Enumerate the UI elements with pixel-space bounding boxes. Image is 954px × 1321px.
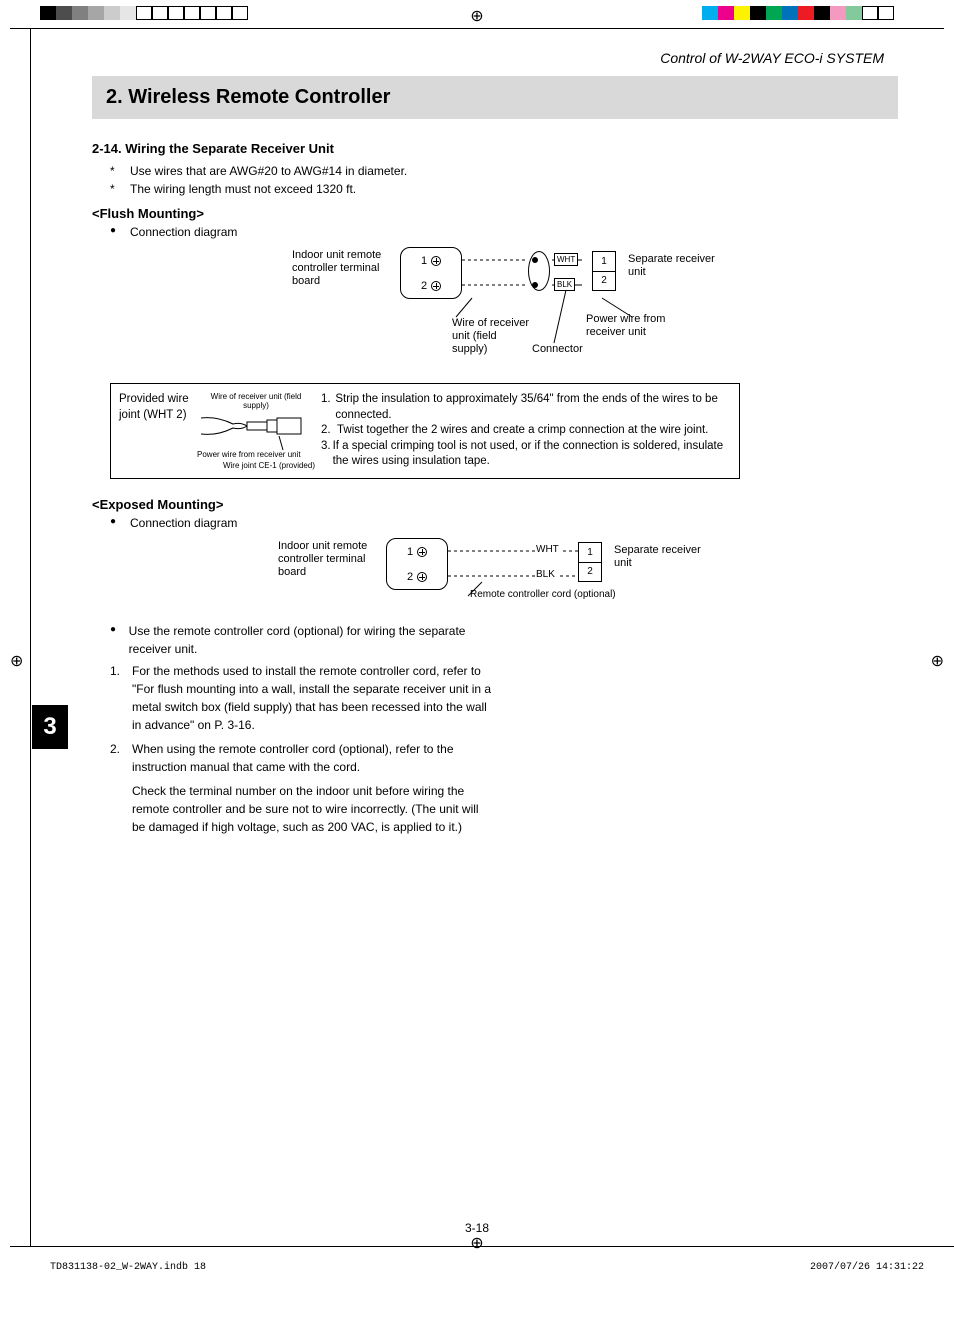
asterisk-icon: * [110, 182, 130, 196]
step-text: When using the remote controller cord (o… [132, 740, 492, 776]
star-list: *Use wires that are AWG#20 to AWG#14 in … [110, 164, 884, 196]
label-separate: Separate receiver unit [614, 544, 704, 570]
recv-terminal: 1 [593, 252, 615, 272]
list-item: Connection diagram [130, 225, 237, 239]
crop-line [30, 28, 31, 1247]
list-item: Connection diagram [130, 516, 237, 530]
color-bar-left [40, 6, 248, 20]
connector-dot-icon [532, 282, 538, 288]
bullet-icon: ● [110, 225, 130, 239]
footer-file: TD831138-02_W-2WAY.indb 18 [50, 1262, 206, 1273]
recv-terminal: 2 [579, 563, 601, 582]
joint-steps: 1.Strip the insulation to approximately … [321, 392, 731, 470]
step-num: 1. [321, 392, 335, 423]
step-num: 1. [110, 662, 132, 734]
subheading-exposed: <Exposed Mounting> [92, 497, 884, 512]
joint-lbl-mid: Power wire from receiver unit [197, 450, 315, 459]
footer-line [10, 1246, 954, 1247]
step-text: For the methods used to install the remo… [132, 662, 492, 734]
joint-lbl-bot: Wire joint CE-1 (provided) [197, 461, 315, 470]
step-num: 3. [321, 439, 333, 470]
wire-joint-box: Provided wire joint (WHT 2) Wire of rece… [110, 383, 740, 479]
asterisk-icon: * [110, 164, 130, 178]
wire-tag-blk: BLK [554, 278, 575, 291]
wire-tag-blk: BLK [536, 569, 555, 581]
flush-diagram: Indoor unit remote controller terminal b… [292, 243, 884, 373]
subheading-flush: <Flush Mounting> [92, 206, 884, 221]
joint-label: Provided wire joint (WHT 2) [119, 392, 191, 470]
section-title: 2-14. Wiring the Separate Receiver Unit [92, 141, 884, 156]
running-head: Control of W-2WAY ECO-i SYSTEM [92, 50, 884, 66]
title-band: 2. Wireless Remote Controller [92, 76, 898, 119]
step-num: 2. [110, 740, 132, 776]
numbered-list: 1.For the methods used to install the re… [110, 662, 884, 776]
page-number: 3-18 [465, 1221, 489, 1235]
wire-tag-wht: WHT [554, 253, 578, 266]
recv-terminal: 2 [593, 272, 615, 291]
step-text: Twist together the 2 wires and create a … [337, 423, 708, 439]
step-num: 2. [321, 423, 337, 439]
list-item: Use the remote controller cord (optional… [129, 622, 510, 658]
label-wire-recv: Wire of receiver unit (field supply) [452, 317, 532, 357]
bullet-icon: ● [110, 622, 129, 658]
connector-dot-icon [532, 257, 538, 263]
label-power-wire: Power wire from receiver unit [586, 313, 696, 339]
check-paragraph: Check the terminal number on the indoor … [132, 782, 492, 836]
crop-line [10, 28, 944, 29]
joint-lbl-top: Wire of receiver unit (field supply) [197, 392, 315, 410]
list-item: The wiring length must not exceed 1320 f… [130, 182, 356, 196]
color-bar-right [702, 6, 894, 20]
receiver-box: 1 2 [578, 542, 602, 582]
page-content: Control of W-2WAY ECO-i SYSTEM 2. Wirele… [32, 30, 944, 862]
receiver-box: 1 2 [592, 251, 616, 291]
footer: TD831138-02_W-2WAY.indb 18 2007/07/26 14… [50, 1262, 924, 1273]
joint-diagram: Wire of receiver unit (field supply) Pow… [197, 392, 315, 470]
registration-mark-icon: ⊕ [470, 6, 483, 26]
label-cord: Remote controller cord (optional) [470, 589, 616, 601]
list-item: Use wires that are AWG#20 to AWG#14 in d… [130, 164, 407, 178]
recv-terminal: 1 [579, 543, 601, 563]
registration-mark-icon: ⊕ [470, 1233, 483, 1253]
joint-svg [197, 410, 315, 454]
chapter-tab: 3 [32, 705, 68, 749]
label-connector: Connector [532, 343, 583, 356]
exposed-diagram: Indoor unit remote controller terminal b… [278, 534, 884, 606]
page-title: 2. Wireless Remote Controller [106, 86, 884, 109]
wire-tag-wht: WHT [536, 544, 559, 556]
footer-timestamp: 2007/07/26 14:31:22 [810, 1262, 924, 1273]
step-text: Strip the insulation to approximately 35… [335, 392, 731, 423]
bullet-icon: ● [110, 516, 130, 530]
registration-mark-icon: ⊕ [10, 651, 23, 671]
label-separate: Separate receiver unit [628, 253, 718, 279]
step-text: If a special crimping tool is not used, … [333, 439, 731, 470]
